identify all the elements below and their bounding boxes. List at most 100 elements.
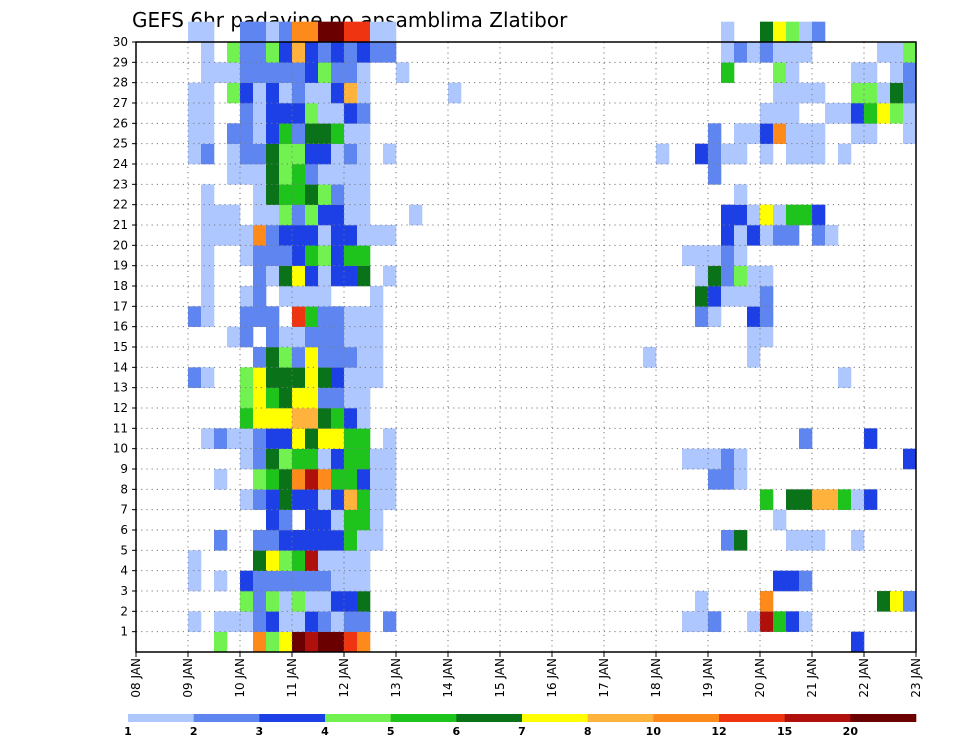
colorbar-tick-label: 1 [124,725,132,738]
heatmap-cell [253,448,267,470]
heatmap-cell [734,245,748,266]
heatmap-cell [370,448,384,470]
heatmap-cell [331,570,345,592]
heatmap-cell [344,164,358,185]
heatmap-cell [188,143,202,165]
heatmap-cell [344,82,358,104]
heatmap-cell [253,570,267,592]
heatmap-cell [682,245,696,266]
heatmap-cell [266,591,280,612]
heatmap-cell [344,611,358,632]
heatmap-cell [266,306,280,327]
heatmap-cell [331,631,345,653]
heatmap-cell [188,367,202,388]
heatmap-cell [318,265,332,287]
heatmap-cell [357,306,371,327]
heatmap-cell [279,591,293,612]
heatmap-cell [838,103,852,124]
heatmap-cell [292,265,306,287]
heatmap-cell [227,143,241,165]
heatmap-cell [721,265,735,287]
heatmap-cell [318,469,332,490]
heatmap-cell [721,286,735,307]
x-tick-label: 12 JAN [337,658,351,698]
heatmap-cell [864,428,878,449]
heatmap-cell [331,509,345,531]
heatmap-cell [266,347,280,368]
heatmap-cell [266,509,280,531]
heatmap-cell [279,550,293,571]
heatmap-cell [773,21,787,43]
heatmap-cell [721,21,735,43]
heatmap-cell [903,62,917,83]
heatmap-cell [266,530,280,551]
heatmap-cell [357,265,371,287]
heatmap-cell [292,326,306,348]
heatmap-cell [201,286,215,307]
x-tick-label: 17 JAN [597,658,611,698]
heatmap-cell [708,286,722,307]
heatmap-cell [305,550,319,571]
heatmap-cell [266,184,280,205]
heatmap-cell [799,428,813,449]
heatmap-cell [266,631,280,653]
heatmap-cell [682,448,696,470]
y-tick-label: 27 [113,96,128,110]
heatmap-cell [851,103,865,124]
heatmap-cell [305,184,319,205]
heatmap-cell [292,387,306,409]
heatmap-cell [240,306,254,327]
y-tick-label: 28 [113,76,128,90]
heatmap-cell [331,21,345,43]
heatmap-cell [799,530,813,551]
heatmap-cell [227,204,241,226]
colorbar-tick-label: 7 [518,725,526,738]
heatmap-cell [357,509,371,531]
heatmap-cell [903,591,917,612]
heatmap-cell [357,326,371,348]
heatmap-cell [240,326,254,348]
heatmap-cell [864,82,878,104]
heatmap-cell [695,306,709,327]
heatmap-cell [292,42,306,63]
heatmap-cell [279,62,293,83]
heatmap-cell [331,611,345,632]
heatmap-cell [201,428,215,449]
heatmap-cell [890,62,904,83]
heatmap-cell [370,306,384,327]
heatmap-cell [253,611,267,632]
heatmap-cell [721,469,735,490]
heatmap-cell [305,286,319,307]
heatmap-cell [721,448,735,470]
heatmap-cell [305,326,319,348]
colorbar-swatch [325,714,391,722]
heatmap-cell [253,530,267,551]
heatmap-cell [240,448,254,470]
heatmap-cell [695,611,709,632]
heatmap-cells [188,21,917,653]
heatmap-cell [318,591,332,612]
y-tick-label: 8 [120,482,128,496]
heatmap-cell [331,326,345,348]
heatmap-cell [331,143,345,165]
y-tick-label: 11 [113,421,128,435]
heatmap-cell [266,103,280,124]
heatmap-cell [266,225,280,246]
heatmap-cell [331,367,345,388]
colorbar-swatch [193,714,260,722]
heatmap-cell [357,428,371,449]
heatmap-cell [266,21,280,43]
heatmap-cell [188,82,202,104]
heatmap-cell [695,591,709,612]
heatmap-cell [747,306,761,327]
heatmap-cell [318,530,332,551]
x-tick-label: 09 JAN [181,658,195,698]
heatmap-cell [331,530,345,551]
heatmap-cell [240,62,254,83]
heatmap-cell [734,530,748,551]
heatmap-cell [344,103,358,124]
heatmap-cell [357,489,371,510]
heatmap-cell [747,42,761,63]
heatmap-cell [812,204,826,226]
heatmap-cell [734,286,748,307]
